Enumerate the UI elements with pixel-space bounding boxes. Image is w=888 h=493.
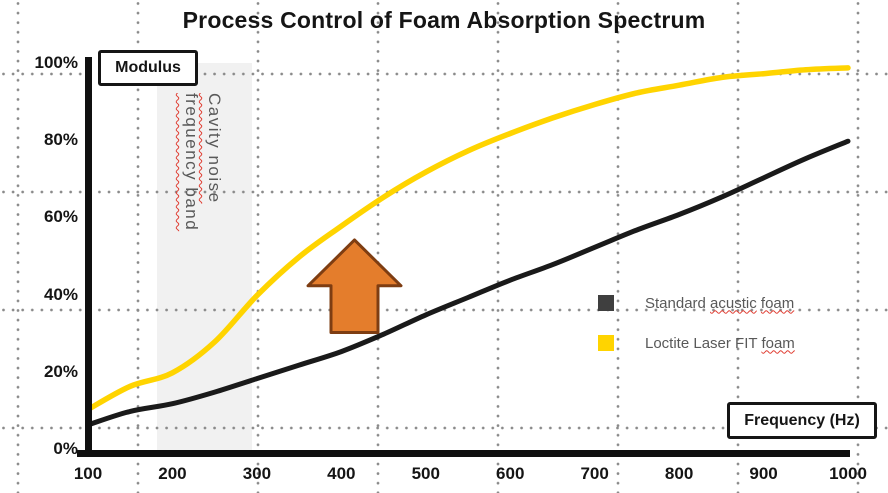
up-arrow-icon	[306, 238, 402, 334]
y-tick-label: 40%	[43, 284, 78, 304]
x-tick-label: 300	[242, 464, 272, 483]
x-tick-label: 800	[664, 464, 694, 483]
x-tick-label: 200	[158, 464, 187, 483]
y-axis-label-box: Modulus	[98, 50, 198, 86]
x-axis-label-box: Frequency (Hz)	[727, 402, 877, 439]
y-axis-label: Modulus	[115, 59, 181, 76]
band-label-line: Cavity noise	[205, 93, 224, 204]
legend: Standard acustic foam Loctite Laser FIT f…	[598, 291, 795, 371]
y-tick-label: 60%	[43, 207, 78, 227]
x-tick-label: 1000	[829, 464, 867, 483]
chart-title: Process Control of Foam Absorption Spect…	[182, 7, 706, 33]
x-tick-label: 700	[580, 464, 609, 483]
y-tick-label: 100%	[34, 53, 78, 72]
x-tick-label: 500	[411, 464, 440, 483]
x-axis-label: Frequency (Hz)	[744, 411, 860, 429]
x-axis-line	[77, 450, 850, 457]
legend-item: Loctite Laser FIT foam	[598, 331, 795, 355]
legend-swatch-icon	[598, 295, 614, 311]
x-tick-label: 400	[327, 464, 356, 483]
x-tick-label: 900	[749, 464, 778, 483]
band-label: Cavity noise frequency band	[180, 93, 226, 463]
y-tick-label: 80%	[43, 130, 78, 150]
y-tick-label: 20%	[43, 361, 78, 381]
improvement-up-arrow	[306, 238, 403, 335]
legend-label: Standard acustic foam	[645, 294, 795, 312]
legend-swatch-icon	[598, 335, 614, 351]
y-axis-line	[85, 57, 92, 456]
legend-item: Standard acustic foam	[598, 291, 795, 315]
band-label-line: frequency band	[182, 93, 201, 232]
legend-label: Loctite Laser FIT foam	[645, 334, 795, 352]
x-tick-label: 100	[73, 464, 103, 483]
x-tick-label: 600	[496, 464, 525, 483]
y-tick-label: 0%	[53, 439, 78, 458]
